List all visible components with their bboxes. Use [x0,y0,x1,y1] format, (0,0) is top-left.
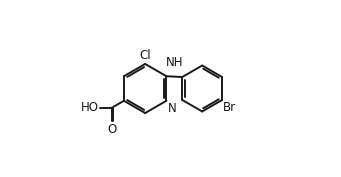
Text: Br: Br [223,101,236,114]
Text: N: N [168,102,176,115]
Text: NH: NH [166,56,183,70]
Text: HO: HO [81,101,99,114]
Text: Cl: Cl [139,49,151,62]
Text: O: O [107,123,116,136]
